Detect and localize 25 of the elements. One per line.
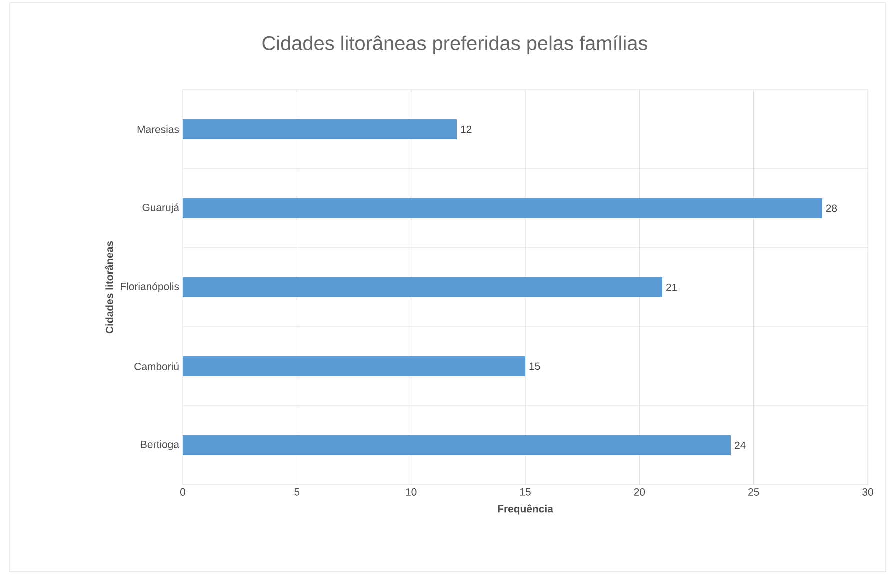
bar <box>183 120 458 140</box>
y-tick-label: Maresias <box>138 126 180 134</box>
data-label: 21 <box>666 284 678 292</box>
x-tick-label: 25 <box>748 488 760 496</box>
y-tick-label: Guarujá <box>142 204 180 214</box>
y-tick-label: Bertioga <box>141 440 180 450</box>
x-tick-label: 20 <box>634 488 646 496</box>
bar <box>183 356 526 377</box>
x-tick-label: 10 <box>406 488 417 496</box>
x-tick-label: 15 <box>520 488 531 496</box>
y-tick-label: Camboriú <box>134 362 179 370</box>
bar <box>183 198 822 219</box>
data-label: 15 <box>530 362 540 370</box>
x-tick-label: 5 <box>294 488 300 496</box>
bar <box>183 436 732 456</box>
chart-title: Cidades litorâneas preferidas pelas famílias <box>262 36 648 54</box>
data-label: 24 <box>735 442 746 450</box>
data-label: 12 <box>461 126 472 134</box>
y-axis-title: Cidades litorâneas <box>105 241 114 334</box>
bar <box>183 278 663 298</box>
x-tick-label: 0 <box>180 488 186 496</box>
y-tick-label: Florianópolis <box>121 282 180 292</box>
x-axis-title: Frequência <box>498 504 554 515</box>
data-label: 28 <box>826 204 838 212</box>
x-tick-label: 30 <box>862 488 874 496</box>
